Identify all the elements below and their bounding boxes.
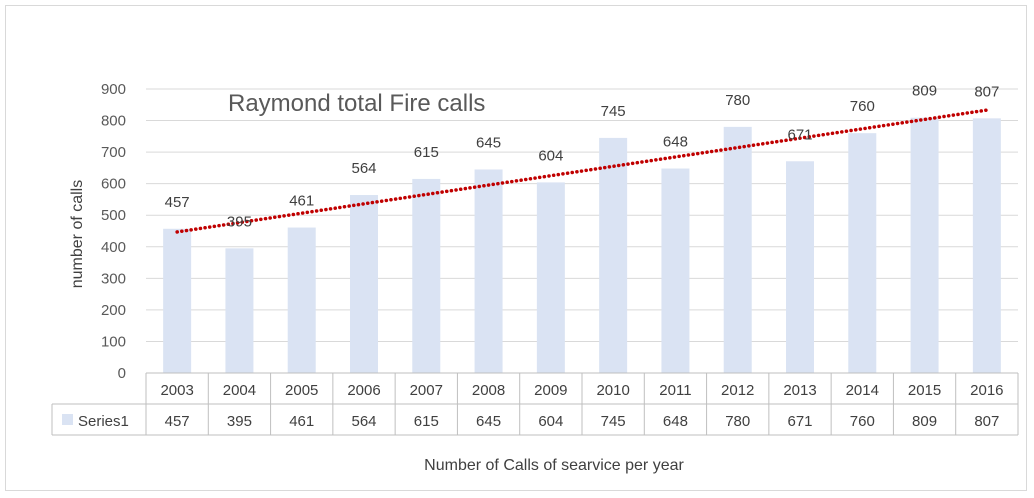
table-value: 745 bbox=[601, 413, 626, 430]
bar bbox=[972, 118, 1001, 373]
data-labels: 457 395 461 564 615 645 604 745 648 780 671 760 809 8… bbox=[165, 83, 1000, 231]
x-tick-label: 2015 bbox=[908, 382, 941, 399]
trendline bbox=[175, 108, 989, 234]
bar bbox=[412, 178, 441, 373]
data-label: 457 bbox=[165, 194, 190, 211]
x-tick-label: 2004 bbox=[223, 382, 256, 399]
y-tick-label: 800 bbox=[101, 113, 126, 130]
x-tick-label: 2016 bbox=[970, 382, 1003, 399]
x-axis-title: Number of Calls of searvice per year bbox=[424, 457, 684, 474]
y-tick-label: 700 bbox=[101, 144, 126, 161]
x-tick-label: 2011 bbox=[659, 382, 691, 399]
x-tick-label: 2006 bbox=[347, 382, 380, 399]
bar bbox=[848, 133, 877, 373]
data-label: 648 bbox=[663, 134, 688, 151]
y-tick-label: 500 bbox=[101, 207, 126, 224]
y-tick-label: 100 bbox=[101, 333, 126, 350]
data-label: 745 bbox=[601, 103, 626, 120]
x-tick-label: 2007 bbox=[410, 382, 443, 399]
data-label: 395 bbox=[227, 213, 252, 230]
legend-swatch bbox=[62, 414, 73, 425]
table-value: 615 bbox=[414, 413, 439, 430]
y-tick-label: 900 bbox=[101, 81, 126, 98]
data-label: 780 bbox=[725, 92, 750, 109]
table-value: 780 bbox=[725, 413, 750, 430]
data-label: 461 bbox=[289, 193, 314, 210]
y-tick-label: 600 bbox=[101, 176, 126, 193]
x-tick-label: 2013 bbox=[783, 382, 816, 399]
legend-label: Series1 bbox=[78, 413, 129, 430]
data-label: 807 bbox=[974, 83, 999, 100]
y-axis-ticks: 0 100 200 300 400 500 600 700 800 900 bbox=[101, 81, 126, 382]
x-tick-label: 2012 bbox=[721, 382, 754, 399]
y-tick-label: 0 bbox=[118, 365, 126, 382]
data-label: 760 bbox=[850, 98, 875, 115]
table-value: 807 bbox=[974, 413, 999, 430]
data-label: 604 bbox=[538, 147, 563, 164]
y-tick-label: 400 bbox=[101, 239, 126, 256]
table-value: 457 bbox=[165, 413, 190, 430]
table-value: 564 bbox=[351, 413, 376, 430]
data-label: 671 bbox=[787, 126, 812, 143]
table-value: 645 bbox=[476, 413, 501, 430]
y-axis-title: number of calls bbox=[69, 180, 86, 289]
bar bbox=[350, 195, 378, 373]
bar bbox=[287, 227, 316, 373]
chart-title: Raymond total Fire calls bbox=[228, 90, 485, 117]
bar bbox=[599, 137, 628, 373]
x-tick-label: 2010 bbox=[596, 382, 629, 399]
bar bbox=[163, 228, 192, 373]
bar bbox=[536, 182, 565, 373]
bar bbox=[225, 248, 254, 373]
data-label: 615 bbox=[414, 144, 439, 161]
table-value: 809 bbox=[912, 413, 937, 430]
x-tick-label: 2008 bbox=[472, 382, 505, 399]
table-value: 671 bbox=[787, 413, 812, 430]
data-label: 645 bbox=[476, 134, 501, 151]
table-value: 395 bbox=[227, 413, 252, 430]
bars bbox=[163, 117, 1001, 374]
bar bbox=[723, 126, 752, 373]
table-value: 604 bbox=[538, 413, 563, 430]
y-tick-label: 300 bbox=[101, 270, 126, 287]
trendline-path bbox=[175, 108, 989, 234]
gridlines bbox=[146, 88, 1018, 374]
y-tick-label: 200 bbox=[101, 302, 126, 319]
data-label: 564 bbox=[351, 160, 376, 177]
table-value: 648 bbox=[663, 413, 688, 430]
x-tick-label: 2014 bbox=[846, 382, 879, 399]
data-label: 809 bbox=[912, 83, 937, 100]
x-tick-label: 2003 bbox=[160, 382, 193, 399]
table-value: 760 bbox=[850, 413, 875, 430]
bar bbox=[910, 117, 939, 374]
x-tick-label: 2009 bbox=[534, 382, 567, 399]
bar bbox=[661, 168, 690, 373]
bar bbox=[474, 169, 503, 373]
data-table: 2003 2004 2005 2006 2007 2008 2009 2010 2011 2012… bbox=[51, 372, 1019, 436]
table-value: 461 bbox=[289, 413, 314, 430]
bar bbox=[786, 161, 814, 373]
x-tick-label: 2005 bbox=[285, 382, 318, 399]
